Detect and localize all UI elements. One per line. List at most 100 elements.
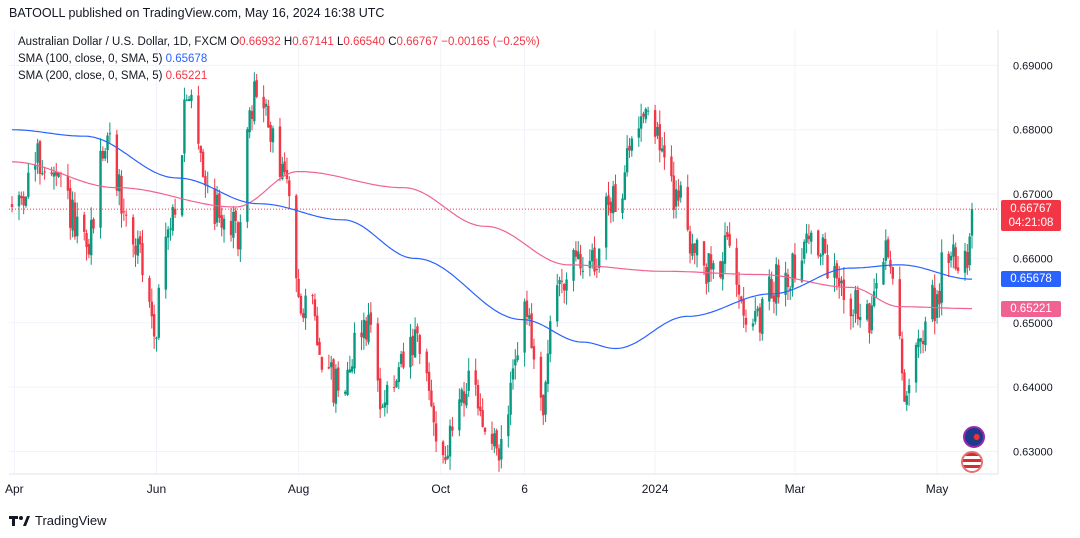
legend-ohlc-row: Australian Dollar / U.S. Dollar, 1D, FXC… <box>18 34 540 51</box>
low-value: 0.66540 <box>343 36 385 48</box>
candle-body <box>952 244 955 257</box>
candle-body <box>789 288 792 290</box>
candle-body <box>206 185 209 187</box>
candle-body <box>663 145 666 158</box>
candle-body <box>313 299 317 317</box>
candle-body <box>350 366 354 372</box>
legend-sma100-row[interactable]: SMA (100, close, 0, SMA, 5) 0.65678 <box>18 51 540 68</box>
high-value: 0.67141 <box>292 36 334 48</box>
candle-body <box>658 124 661 151</box>
candle-body <box>865 304 869 320</box>
candle-body <box>854 289 857 314</box>
candle-body <box>672 175 675 210</box>
candle-body <box>213 188 216 224</box>
candle-body <box>849 298 853 317</box>
candle-body <box>800 260 804 282</box>
candle-body <box>71 199 74 231</box>
candle-body <box>949 255 953 261</box>
candle-body <box>611 186 615 214</box>
candle-body <box>637 128 640 138</box>
close-label: C <box>388 36 397 48</box>
candle-body <box>248 110 251 133</box>
candle-body <box>933 287 936 322</box>
candle-body <box>425 351 428 374</box>
candle-body <box>269 124 272 142</box>
candle-body <box>590 250 594 262</box>
candle-body <box>481 410 484 427</box>
candle-body <box>644 108 647 120</box>
candle-body <box>166 229 170 238</box>
candle-body <box>528 315 531 319</box>
y-tick-label: 0.68000 <box>1013 125 1053 137</box>
candle-body <box>222 218 226 230</box>
candle-body <box>565 279 568 291</box>
candle-body <box>229 220 233 236</box>
candle-body <box>448 425 452 457</box>
publisher-header: BATOOLL published on TradingView.com, Ma… <box>9 6 385 20</box>
candle-body <box>218 193 221 218</box>
candle-body <box>803 241 806 259</box>
candle-body <box>148 278 151 302</box>
candle-body <box>938 291 941 305</box>
x-tick-label: Oct <box>431 482 450 496</box>
candle-body <box>754 311 757 322</box>
candle-body <box>903 372 906 402</box>
candle-body <box>963 250 967 273</box>
candle-body <box>639 116 643 129</box>
candle-body <box>507 414 510 437</box>
candle-body <box>607 195 610 205</box>
candle-body <box>919 338 922 342</box>
sma200-value: 0.65221 <box>165 70 208 82</box>
candle-body <box>392 387 396 389</box>
candle-body <box>444 457 447 461</box>
candle-body <box>234 210 237 221</box>
x-tick-label: Mar <box>785 482 806 496</box>
legend-sma200-row[interactable]: SMA (200, close, 0, SMA, 5) 0.65221 <box>18 68 540 85</box>
candle-body <box>500 439 503 460</box>
candle-body <box>302 313 305 318</box>
candle-body <box>418 335 421 354</box>
x-tick-label: 2024 <box>642 482 669 496</box>
candle-body <box>187 98 191 102</box>
candle-body <box>621 198 624 214</box>
candle-body <box>497 448 501 461</box>
candle-body <box>966 252 969 268</box>
candle-body <box>171 207 174 231</box>
candle-body <box>155 337 158 339</box>
candle-body <box>138 236 142 245</box>
candle-body <box>653 110 657 137</box>
us-flag-icon[interactable] <box>961 451 983 473</box>
high-label: H <box>283 36 293 48</box>
symbol-title[interactable]: Australian Dollar / U.S. Dollar, 1D, FXC… <box>18 36 227 48</box>
candle-body <box>905 395 908 405</box>
candles <box>10 72 974 472</box>
candle-body <box>397 367 400 383</box>
candle-body <box>737 284 741 295</box>
candle-body <box>369 312 373 325</box>
candle-body <box>691 243 694 256</box>
candle-body <box>299 295 303 314</box>
candle-body <box>721 261 724 280</box>
candle-body <box>751 323 755 327</box>
candle-body <box>858 316 862 321</box>
au-flag-icon[interactable] <box>963 426 985 448</box>
candle-body <box>819 254 822 257</box>
candle-body <box>427 371 431 391</box>
candle-body <box>476 384 480 409</box>
candle-body <box>271 128 275 143</box>
candle-body <box>514 359 517 366</box>
candle-body <box>451 426 454 431</box>
candle-body <box>660 148 664 152</box>
candle-body <box>483 427 487 432</box>
candle-body <box>20 195 23 199</box>
candle-body <box>931 284 934 320</box>
candle-body <box>164 236 167 290</box>
candle-body <box>956 267 960 271</box>
open-label: O <box>230 36 240 48</box>
tradingview-footer[interactable]: TradingView <box>9 513 107 528</box>
close-value: 0.66767 <box>396 36 439 48</box>
low-label: L <box>337 36 344 48</box>
candle-body <box>532 346 536 360</box>
candle-body <box>479 406 482 412</box>
candle-body <box>882 261 885 285</box>
